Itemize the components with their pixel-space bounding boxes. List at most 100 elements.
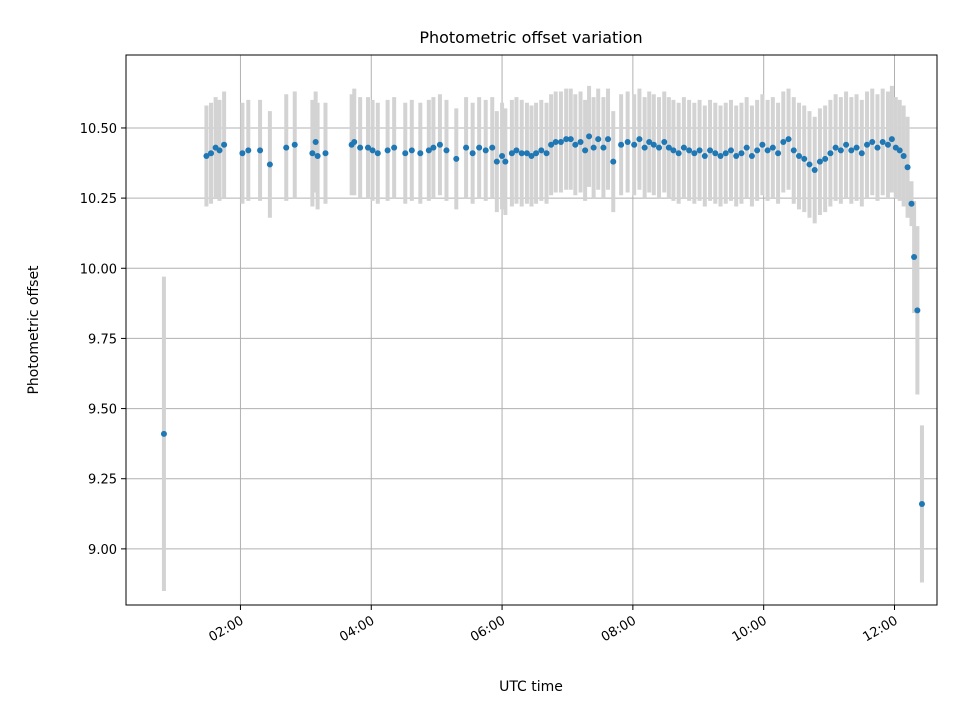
data-points xyxy=(160,133,925,507)
data-point xyxy=(769,144,776,151)
data-point xyxy=(759,141,766,148)
data-point xyxy=(914,307,921,314)
data-point xyxy=(590,144,597,151)
data-point xyxy=(661,138,668,145)
data-point xyxy=(160,430,167,437)
data-point xyxy=(443,147,450,154)
data-point xyxy=(595,136,602,143)
data-point xyxy=(641,144,648,151)
y-axis-ticks: 9.00 9.25 9.50 9.75 10.00 10.25 10.50 xyxy=(80,122,126,558)
data-point xyxy=(795,153,802,160)
y-tick-label: 9.25 xyxy=(88,473,117,488)
data-point xyxy=(523,150,530,157)
data-point xyxy=(691,150,698,157)
data-point xyxy=(364,144,371,151)
y-tick-label: 10.50 xyxy=(80,122,117,137)
data-point xyxy=(722,150,729,157)
data-point xyxy=(482,147,489,154)
y-tick-label: 10.25 xyxy=(80,192,117,207)
x-tick-label: 12:00 xyxy=(861,613,901,645)
data-point xyxy=(656,144,663,151)
data-point xyxy=(357,144,364,151)
data-point xyxy=(538,147,545,154)
data-point xyxy=(888,136,895,143)
data-point xyxy=(203,153,210,160)
y-tick-label: 9.75 xyxy=(88,332,117,347)
data-point xyxy=(832,144,839,151)
data-point xyxy=(911,254,918,261)
data-point xyxy=(790,147,797,154)
data-point xyxy=(775,150,782,157)
data-point xyxy=(567,136,574,143)
data-point xyxy=(712,150,719,157)
data-point xyxy=(696,147,703,154)
data-point xyxy=(748,153,755,160)
data-point xyxy=(572,141,579,148)
data-point xyxy=(374,150,381,157)
data-point xyxy=(453,155,460,162)
y-tick-label: 9.50 xyxy=(88,403,117,418)
x-tick-label: 10:00 xyxy=(730,613,770,645)
data-point xyxy=(586,133,593,140)
x-axis-ticks: 02:00 04:00 06:00 08:00 10:00 12:00 xyxy=(207,605,901,645)
data-point xyxy=(508,150,515,157)
data-point xyxy=(869,138,876,145)
data-point xyxy=(309,150,316,157)
data-point xyxy=(754,147,761,154)
data-point xyxy=(493,158,500,165)
data-point xyxy=(552,138,559,145)
data-point xyxy=(727,147,734,154)
data-point xyxy=(680,144,687,151)
data-point xyxy=(853,144,860,151)
data-point xyxy=(221,141,228,148)
data-point xyxy=(618,141,625,148)
data-point xyxy=(675,150,682,157)
data-point xyxy=(513,147,520,154)
data-point xyxy=(904,164,911,171)
data-point xyxy=(463,144,470,151)
y-tick-label: 10.00 xyxy=(80,262,117,277)
data-point xyxy=(266,161,273,168)
data-point xyxy=(665,144,672,151)
data-point xyxy=(257,147,264,154)
data-point xyxy=(918,500,925,507)
data-point xyxy=(884,141,891,148)
data-point xyxy=(610,158,617,165)
data-point xyxy=(384,147,391,154)
data-point xyxy=(239,150,246,157)
data-point xyxy=(436,141,443,148)
data-point xyxy=(605,136,612,143)
data-point xyxy=(417,150,424,157)
data-point xyxy=(733,153,740,160)
data-point xyxy=(908,200,915,207)
data-point xyxy=(518,150,525,157)
data-point xyxy=(557,138,564,145)
data-point xyxy=(806,161,813,168)
data-point xyxy=(528,153,535,160)
data-point xyxy=(283,144,290,151)
data-point xyxy=(425,147,432,154)
y-axis-label: Photometric offset xyxy=(26,265,42,395)
x-tick-label: 04:00 xyxy=(337,613,377,645)
data-point xyxy=(563,136,570,143)
data-point xyxy=(646,138,653,145)
data-point xyxy=(291,141,298,148)
data-point xyxy=(801,155,808,162)
data-point xyxy=(858,150,865,157)
data-point xyxy=(548,141,555,148)
data-point xyxy=(780,138,787,145)
data-point xyxy=(764,147,771,154)
data-point xyxy=(489,144,496,151)
data-point xyxy=(533,150,540,157)
data-point xyxy=(312,138,319,145)
x-tick-label: 06:00 xyxy=(468,613,508,645)
data-point xyxy=(502,158,509,165)
data-point xyxy=(743,144,750,151)
plot-frame xyxy=(125,54,938,606)
data-point xyxy=(402,150,409,157)
data-point xyxy=(631,141,638,148)
data-point xyxy=(582,147,589,154)
data-point xyxy=(822,155,829,162)
data-point xyxy=(208,150,215,157)
